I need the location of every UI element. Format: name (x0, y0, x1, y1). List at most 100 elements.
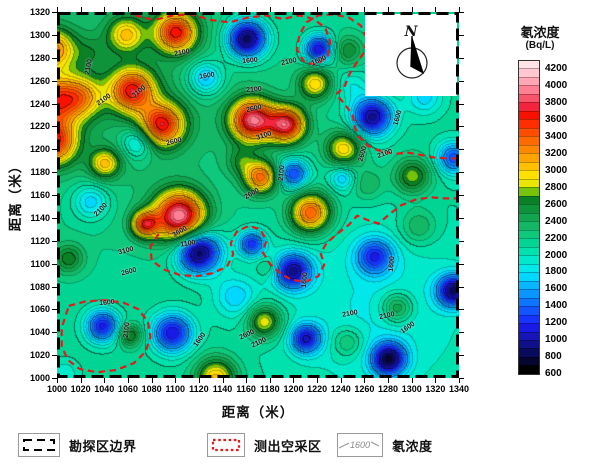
y-tick-label: 1200 (29, 144, 50, 155)
colorbar-band (519, 272, 539, 281)
x-tick-label: 1280 (378, 384, 399, 394)
tick-mark (459, 7, 460, 12)
colorbar-band (519, 170, 539, 179)
tick-mark (198, 7, 200, 12)
colorbar-band (519, 263, 539, 273)
colorbar-tick-label: 3600 (545, 114, 568, 126)
tick-mark (340, 378, 342, 383)
north-label: N (404, 24, 418, 40)
tick-mark (104, 378, 106, 383)
tick-mark (459, 172, 464, 174)
colorbar-band (519, 110, 539, 120)
legend-label-contour: 氡浓度 (392, 438, 433, 454)
y-tick-label: 1040 (29, 327, 50, 338)
tick-mark (175, 7, 177, 12)
tick-mark (269, 7, 271, 12)
legend-item-contour: 1600 氡浓度 (337, 433, 433, 457)
tick-mark (459, 263, 464, 265)
x-tick-label: 1160 (236, 384, 256, 394)
colorbar-band (519, 144, 539, 154)
contour-sample-value: 1600 (349, 440, 371, 450)
colorbar-band (519, 76, 539, 86)
x-tick-label: 1220 (307, 384, 328, 394)
colorbar-tick-label: 3800 (545, 97, 568, 109)
colorbar-tick-label: 1200 (545, 317, 568, 329)
tick-mark (52, 355, 57, 357)
x-tick-label: 1060 (117, 384, 138, 394)
colorbar-band (519, 339, 539, 349)
x-tick-label: 1100 (165, 384, 185, 394)
tick-mark (52, 12, 57, 13)
colorbar-band (519, 187, 539, 196)
colorbar-tick-label: 800 (545, 351, 562, 363)
colorbar-tick-label: 1400 (545, 300, 568, 312)
exploration-boundary-frame (57, 12, 459, 378)
colorbar-band (519, 306, 539, 315)
tick-mark (80, 7, 82, 12)
colorbar-title: 氡浓度 (520, 25, 560, 40)
colorbar-band (519, 85, 539, 94)
contour-line-icon: 1600 (337, 433, 383, 457)
colorbar-tick-label: 2000 (545, 249, 568, 261)
colorbar-band (519, 61, 539, 69)
tick-mark (459, 57, 464, 59)
tick-mark (459, 103, 464, 105)
colorbar-tick-label: 3400 (545, 131, 568, 143)
colorbar-band (519, 348, 539, 357)
tick-mark (459, 378, 464, 379)
x-axis-title: 距离（米） (221, 405, 295, 420)
x-tick-label: 1180 (260, 384, 280, 394)
colorbar-band (519, 68, 539, 77)
tick-mark (175, 378, 177, 383)
tick-mark (293, 378, 295, 383)
goaf-outline (60, 299, 152, 374)
tick-mark (52, 80, 57, 82)
x-tick-label: 1260 (354, 384, 375, 394)
legend-item-boundary: 勘探区边界 (18, 433, 137, 457)
colorbar-band (519, 331, 539, 340)
colorbar-band (519, 356, 539, 366)
colorbar-band (519, 246, 539, 256)
tick-mark (52, 34, 57, 36)
tick-mark (388, 7, 390, 12)
colorbar-tick-label: 4000 (545, 80, 568, 92)
tick-mark (52, 57, 57, 59)
tick-mark (364, 7, 366, 12)
y-tick-label: 1100 (30, 258, 50, 269)
tick-mark (459, 309, 464, 311)
colorbar-band (519, 212, 539, 222)
tick-mark (364, 378, 366, 383)
colorbar-band (519, 221, 539, 230)
y-tick-label: 1060 (29, 304, 50, 315)
tick-mark (459, 80, 464, 82)
colorbar-tick-label: 3200 (545, 148, 568, 160)
x-tick-label: 1000 (46, 384, 68, 394)
colorbar-tick-label: 4200 (545, 63, 568, 75)
colorbar-tick-label: 2200 (545, 232, 568, 244)
x-tick-label: 1020 (70, 384, 91, 394)
tick-mark (459, 286, 464, 288)
colorbar-band (519, 365, 539, 374)
tick-mark (293, 7, 295, 12)
tick-mark (459, 195, 464, 196)
colorbar-band (519, 195, 539, 205)
colorbar-tick-label: 2800 (545, 181, 568, 193)
tick-mark (127, 378, 129, 383)
tick-mark (388, 378, 390, 383)
tick-mark (317, 378, 319, 383)
y-tick-label: 1140 (30, 212, 50, 223)
north-arrow-box: N (365, 14, 457, 96)
tick-mark (222, 7, 224, 12)
y-tick-label: 1240 (29, 98, 50, 109)
colorbar-band (519, 297, 539, 307)
legend-label-boundary: 勘探区边界 (69, 438, 137, 454)
tick-mark (52, 309, 57, 311)
boundary-dash-icon (18, 433, 60, 457)
x-tick-label: 1040 (94, 384, 115, 394)
goaf-outlines-layer (60, 13, 459, 374)
compass-icon (396, 35, 428, 79)
colorbar-band (519, 119, 539, 128)
x-tick-label: 1120 (189, 384, 209, 394)
tick-mark (52, 126, 57, 128)
